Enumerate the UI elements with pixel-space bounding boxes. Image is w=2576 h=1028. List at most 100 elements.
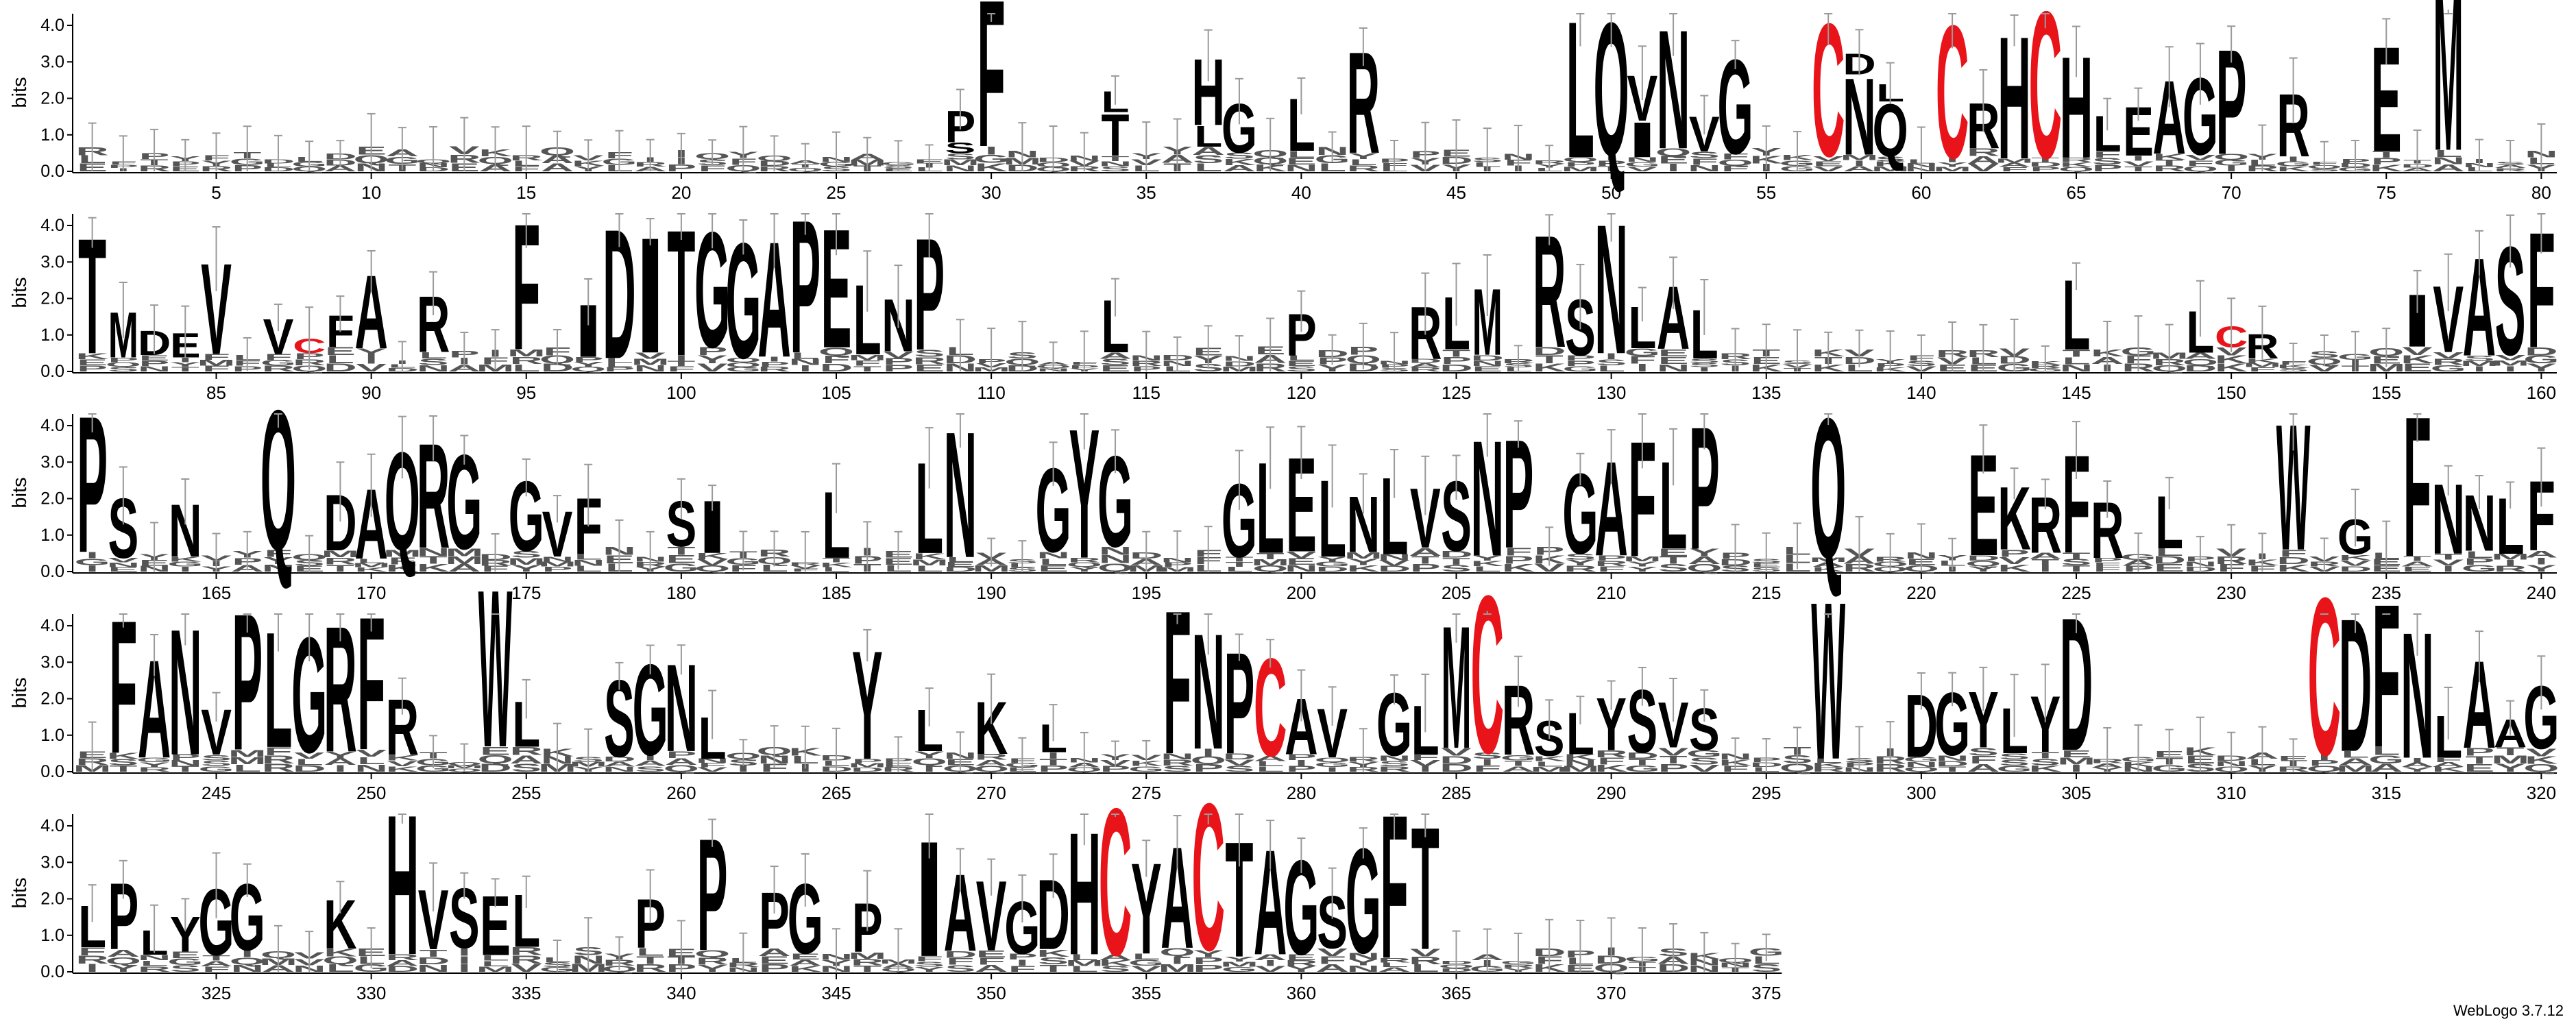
residue-letter-minor: Q — [1779, 761, 1815, 774]
residue-letter-minor: M — [1220, 961, 1259, 968]
residue-letter-minor: I — [2473, 365, 2486, 374]
residue-letter-minor: I — [1481, 757, 1494, 768]
residue-letter-minor: Q — [570, 365, 606, 373]
residue-letter-minor: Y — [1968, 565, 1999, 573]
residue-letter-minor: R — [2060, 157, 2093, 164]
residue-letter-minor: P — [1441, 355, 1472, 366]
residue-letter-minor: V — [1813, 155, 1844, 163]
residue-letter-minor: N — [2431, 156, 2464, 167]
residue-letter-minor: K — [789, 964, 823, 974]
residue-letter: C — [1191, 759, 1224, 994]
residue-letter-minor: K — [2431, 766, 2465, 774]
residue-letter-minor: N — [1688, 163, 1721, 173]
residue-letter-minor: P — [77, 364, 108, 374]
residue-letter-minor: A — [789, 958, 822, 968]
x-tick-label: 295 — [1751, 783, 1781, 803]
residue-letter-minor: D — [417, 955, 450, 967]
residue-letter-minor: D — [1223, 752, 1256, 761]
residue-letter-minor: V — [2433, 559, 2464, 567]
residue-letter-minor: M — [941, 158, 980, 167]
residue-letter-minor: S — [2092, 156, 2123, 167]
residue-letter-minor: Q — [1655, 147, 1691, 158]
x-tick-label: 220 — [1906, 583, 1936, 603]
residue-letter-minor: M — [1530, 766, 1568, 774]
residue-letter-minor: N — [541, 556, 574, 563]
residue-letter-minor: K — [354, 566, 388, 573]
residue-letter-minor: E — [1286, 556, 1317, 567]
residue-letter-minor: M — [228, 755, 267, 766]
residue-letter-minor: G — [1625, 347, 1660, 358]
residue-letter-minor: A — [975, 759, 1008, 768]
x-tick-label: 60 — [1911, 182, 1931, 203]
residue-letter-minor: I — [241, 949, 254, 959]
residue-letter-minor: V — [1410, 759, 1441, 768]
residue-letter-minor: L — [1194, 162, 1222, 174]
residue-letter-minor: A — [1812, 561, 1845, 568]
x-tick-label: 150 — [2216, 382, 2246, 403]
residue-letter-minor: R — [1347, 164, 1380, 173]
residue-letter-minor: V — [1131, 964, 1162, 974]
logo-row: 0.01.02.03.04.0bitsIRFLYQAPRLNLSGEY325FA… — [9, 759, 1784, 1003]
residue-letter-minor: G — [75, 557, 110, 567]
residue-letter-minor: I — [2411, 757, 2424, 763]
residue-letter-minor: M — [445, 547, 483, 559]
residue-letter-minor: S — [108, 757, 138, 767]
residue-letter-minor: Y — [1348, 957, 1378, 967]
residue-letter-minor: E — [2154, 562, 2185, 574]
residue-letter-minor: V — [1317, 946, 1348, 958]
residue-letter-minor: P — [2371, 156, 2402, 167]
residue-letter-minor: E — [914, 363, 945, 374]
residue-letter-minor: A — [541, 162, 574, 174]
residue-letter-minor: G — [1128, 765, 1164, 774]
residue-letter-minor: Q — [2183, 164, 2218, 173]
residue-letter-minor: L — [481, 959, 509, 968]
residue-letter-minor: S — [108, 366, 138, 373]
residue-letter: S — [945, 140, 976, 157]
residue-letter-minor: R — [138, 766, 171, 773]
residue-letter-minor: S — [1689, 358, 1720, 365]
residue-letter-minor: I — [768, 356, 781, 363]
residue-letter-minor: V — [1968, 162, 1999, 173]
residue-letter-minor: I — [179, 565, 192, 573]
residue-letter-minor: G — [725, 366, 761, 373]
residue-letter-minor: T — [2434, 552, 2462, 561]
y-tick-label: 1.0 — [40, 526, 64, 545]
residue-letter-minor: K — [1036, 947, 1069, 959]
residue-letter-minor: M — [848, 951, 886, 961]
residue-letter-minor: S — [201, 759, 232, 768]
x-tick-label: 370 — [1596, 983, 1626, 1003]
residue-letter-minor: S — [201, 753, 232, 762]
residue-letter-minor: T — [853, 964, 882, 974]
x-tick-label: 155 — [2372, 382, 2401, 403]
residue-letter-minor: E — [1286, 156, 1317, 167]
residue-letter-minor: Q — [106, 361, 141, 368]
residue-letter-minor: N — [169, 759, 202, 768]
residue-letter-minor: M — [1065, 959, 1104, 968]
residue-letter-minor: F — [202, 365, 230, 374]
residue-letter-minor: G — [2431, 363, 2466, 373]
residue-letter-minor: E — [1658, 355, 1689, 367]
residue-letter-minor: V — [2123, 160, 2154, 168]
residue-letter-minor: T — [667, 545, 695, 558]
residue-letter-minor: T — [2031, 558, 2059, 567]
residue-letter-minor: Y — [1689, 547, 1720, 559]
residue-letter-minor: D — [1409, 358, 1442, 364]
residue-letter-minor: E — [108, 566, 138, 573]
residue-letter-minor: R — [851, 957, 884, 968]
residue-letter-minor: N — [1378, 553, 1411, 562]
residue-letter-minor: R — [1409, 955, 1442, 966]
x-tick-label: 200 — [1287, 583, 1316, 603]
y-tick-label: 2.0 — [40, 689, 64, 709]
residue-letter-minor: F — [2186, 159, 2214, 168]
residue-letter-minor: V — [2433, 351, 2464, 360]
residue-letter-minor: V — [356, 748, 387, 759]
residue-letter-minor: A — [1843, 164, 1875, 173]
residue-letter: F — [1381, 772, 1409, 1001]
residue-letter-minor: F — [1721, 152, 1749, 161]
residue-letter-minor: K — [2525, 755, 2557, 766]
x-tick-label: 125 — [1442, 382, 1471, 403]
residue-letter-minor: Y — [1627, 560, 1657, 567]
x-tick-label: 65 — [2067, 182, 2087, 203]
residue-letter-minor: A — [324, 164, 356, 173]
residue-letter-minor: Y — [1348, 557, 1378, 567]
